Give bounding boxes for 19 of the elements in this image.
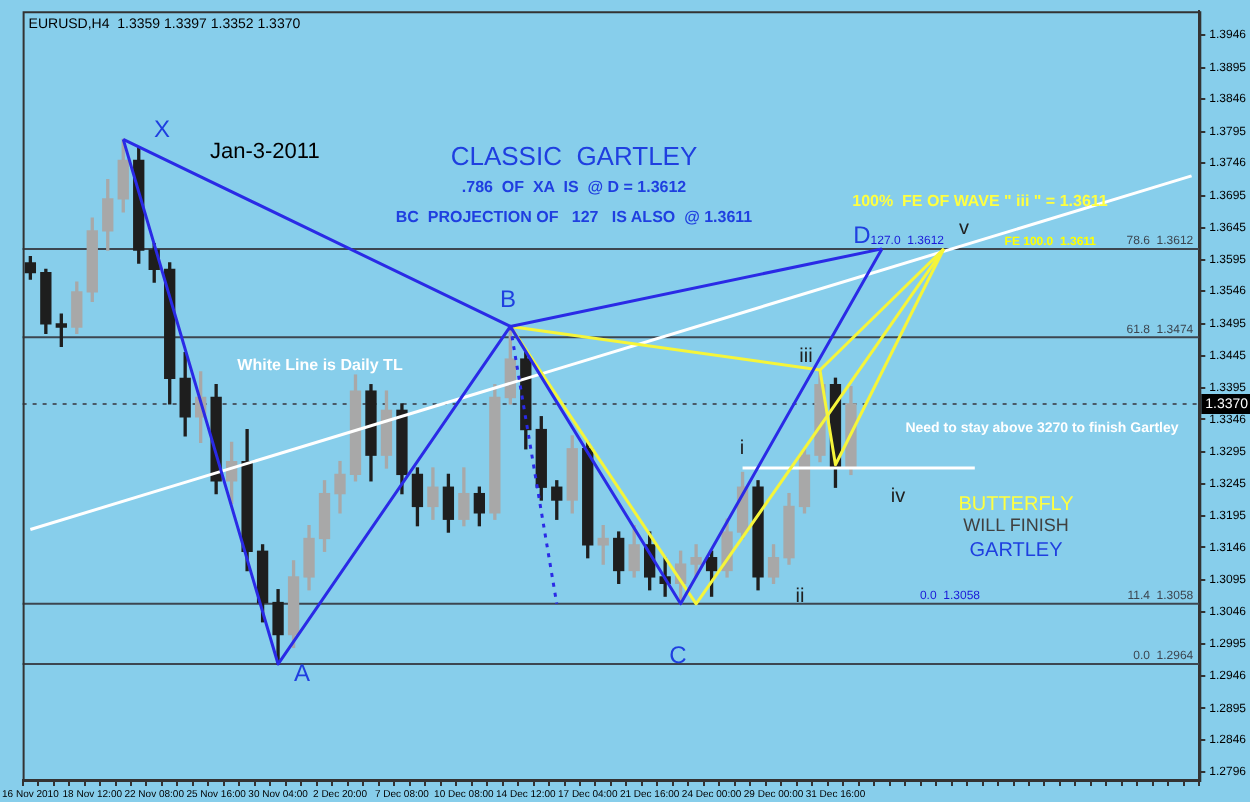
annotation: .786 OF XA IS @ D = 1.3612 <box>461 178 688 197</box>
annotation: 100% FE OF WAVE " iii " = 1.3611 <box>852 192 1109 211</box>
annotation: iii <box>799 345 813 368</box>
annotation: ii <box>795 585 805 608</box>
annotation: BC PROJECTION OF 127 IS ALSO @ 1.3611 <box>395 208 754 227</box>
annotation: C <box>669 640 688 669</box>
annotation: iv <box>890 485 906 508</box>
annotation: D <box>853 220 872 249</box>
annotation: X <box>153 114 171 143</box>
annotation: v <box>959 217 969 240</box>
annotation: i <box>739 437 745 460</box>
annotation: White Line is Daily TL <box>237 356 403 375</box>
annotation: Jan-3-2011 <box>210 140 320 165</box>
annotation: A <box>293 658 311 687</box>
annotation: WILL FINISH <box>963 514 1069 535</box>
annotation: GARTLEY <box>969 539 1064 562</box>
annotation: BUTTERFLY <box>958 493 1075 516</box>
annotation: B <box>499 284 517 313</box>
annotation: CLASSIC GARTLEY <box>450 141 698 172</box>
